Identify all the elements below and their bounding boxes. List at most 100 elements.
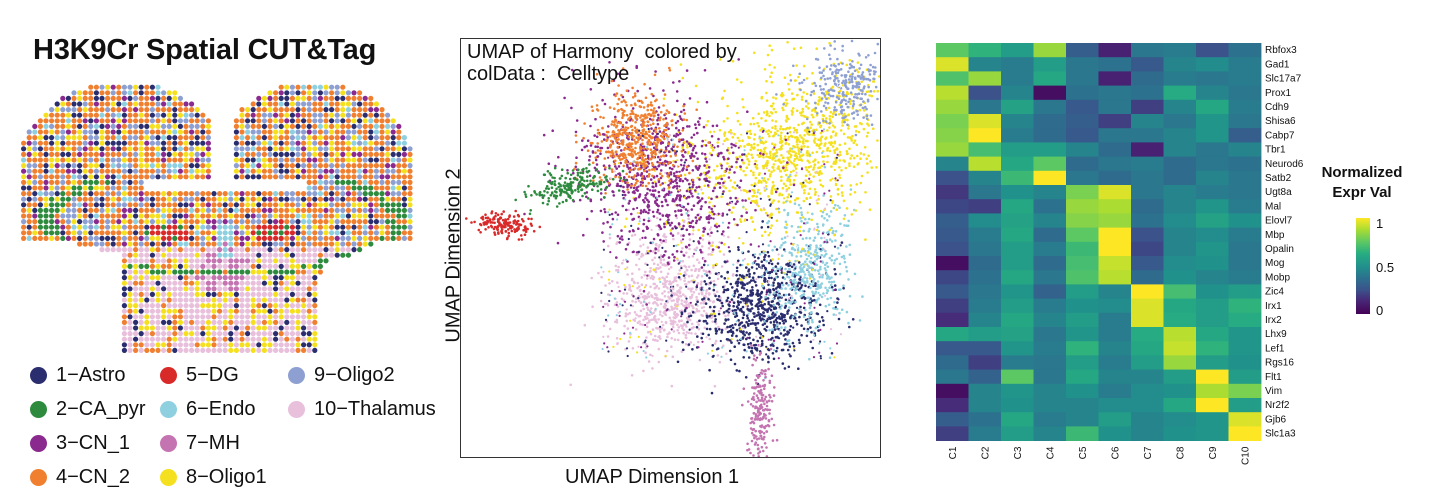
heatmap-cell <box>1131 341 1164 356</box>
heatmap-cell <box>936 312 969 328</box>
heatmap-cell <box>1228 298 1262 314</box>
heatmap-cell <box>1131 43 1164 58</box>
heatmap-cell <box>1163 142 1197 157</box>
heatmap-cell <box>1163 426 1197 441</box>
heatmap-cell <box>968 71 1002 86</box>
heatmap-row-label: Mog <box>1265 258 1284 269</box>
heatmap-cell <box>1066 270 1099 285</box>
heatmap-row-label: Irx2 <box>1265 315 1282 326</box>
heatmap-cell <box>1228 355 1262 370</box>
heatmap-cell <box>1033 227 1067 243</box>
heatmap-cell <box>1163 185 1197 200</box>
legend-item: 4−CN_2 <box>30 466 130 489</box>
heatmap-cell <box>936 241 969 257</box>
heatmap-cell <box>1066 199 1099 214</box>
heatmap-cell <box>936 327 969 342</box>
heatmap-cell <box>1001 355 1034 370</box>
heatmap-cell <box>1066 426 1099 441</box>
heatmap-cell <box>1196 341 1229 356</box>
umap-cluster-label: 1 <box>759 264 764 273</box>
heatmap-cell <box>1066 369 1099 385</box>
heatmap-cell <box>968 270 1002 285</box>
heatmap-cell <box>936 99 969 115</box>
umap-cluster-points <box>523 58 796 310</box>
heatmap-column-label: C2 <box>981 446 992 459</box>
heatmap-cell <box>1098 128 1132 143</box>
heatmap-cell <box>1066 383 1099 399</box>
heatmap-cell <box>1131 114 1164 129</box>
legend-swatch <box>160 367 177 384</box>
heatmap-cell <box>936 341 969 356</box>
legend-label: 1−Astro <box>56 364 126 386</box>
heatmap-cell <box>1001 170 1034 186</box>
heatmap-row-label: Mal <box>1265 201 1281 212</box>
umap-cluster-points <box>741 339 779 457</box>
heatmap-cell <box>1098 114 1132 129</box>
heatmap-cell <box>1163 298 1197 314</box>
umap-scatter: 4 9 8 3 2 5 6 1 10 7 <box>461 39 880 457</box>
heatmap-cell <box>1098 312 1132 328</box>
heatmap-cell <box>1228 57 1262 72</box>
legend-swatch <box>288 367 305 384</box>
heatmap-cell <box>1131 256 1164 271</box>
heatmap-row-label: Flt1 <box>1265 372 1282 383</box>
heatmap-cell <box>1228 369 1262 385</box>
heatmap-cell <box>1001 114 1034 129</box>
heatmap-cell <box>1033 57 1067 72</box>
heatmap-cell <box>1196 412 1229 427</box>
heatmap-cell <box>1131 128 1164 143</box>
heatmap-cell <box>936 128 969 143</box>
heatmap-cell <box>1196 241 1229 257</box>
heatmap-cell <box>1066 85 1099 101</box>
legend-label: 3−CN_1 <box>56 432 130 454</box>
heatmap-cell <box>936 383 969 399</box>
heatmap-cell <box>1001 412 1034 427</box>
heatmap-column-label: C7 <box>1143 446 1154 459</box>
heatmap-cell <box>1066 256 1099 271</box>
heatmap-cell <box>1196 57 1229 72</box>
heatmap-cell <box>1001 71 1034 86</box>
heatmap-cell <box>968 185 1002 200</box>
heatmap-cell <box>1228 227 1262 243</box>
heatmap-cell <box>1163 284 1197 299</box>
heatmap-cell <box>1228 99 1262 115</box>
umap-title: UMAP of Harmony colored by colData : Cel… <box>467 41 737 85</box>
heatmap-cell <box>1001 57 1034 72</box>
heatmap-cell <box>968 170 1002 186</box>
heatmap-cell <box>1196 156 1229 172</box>
heatmap-cell <box>1163 270 1197 285</box>
heatmap-cell <box>1196 270 1229 285</box>
heatmap-cell <box>1163 256 1197 271</box>
umap-cluster-points <box>775 39 880 137</box>
heatmap-cell <box>1001 85 1034 101</box>
heatmap-cell <box>936 213 969 228</box>
heatmap-cell <box>1001 398 1034 413</box>
heatmap-cell <box>1196 383 1229 399</box>
heatmap-cell <box>1001 227 1034 243</box>
heatmap-cell <box>1033 199 1067 214</box>
heatmap-cell <box>1163 227 1197 243</box>
heatmap-column-label: C9 <box>1208 446 1219 459</box>
heatmap-cell <box>968 256 1002 271</box>
heatmap-cell <box>968 398 1002 413</box>
heatmap-cell <box>968 57 1002 72</box>
heatmap-cell <box>1228 341 1262 356</box>
heatmap-cell <box>1196 327 1229 342</box>
heatmap-cell <box>1098 57 1132 72</box>
heatmap-cell <box>1066 114 1099 129</box>
legend-item: 5−DG <box>160 364 239 387</box>
heatmap-cell <box>1228 185 1262 200</box>
heatmap-cell <box>1033 327 1067 342</box>
heatmap-cell <box>1228 156 1262 172</box>
heatmap-cell <box>1196 426 1229 441</box>
heatmap-row-label: Prox1 <box>1265 88 1292 99</box>
heatmap-cell <box>1066 43 1099 58</box>
heatmap-row-label: Irx1 <box>1265 301 1282 312</box>
heatmap-cell <box>968 383 1002 399</box>
heatmap-cell <box>1033 284 1067 299</box>
heatmap-cell <box>1098 85 1132 101</box>
heatmap-cell <box>1131 227 1164 243</box>
heatmap-cell <box>1163 99 1197 115</box>
heatmap-cell <box>1163 114 1197 129</box>
heatmap-cell <box>1228 142 1262 157</box>
